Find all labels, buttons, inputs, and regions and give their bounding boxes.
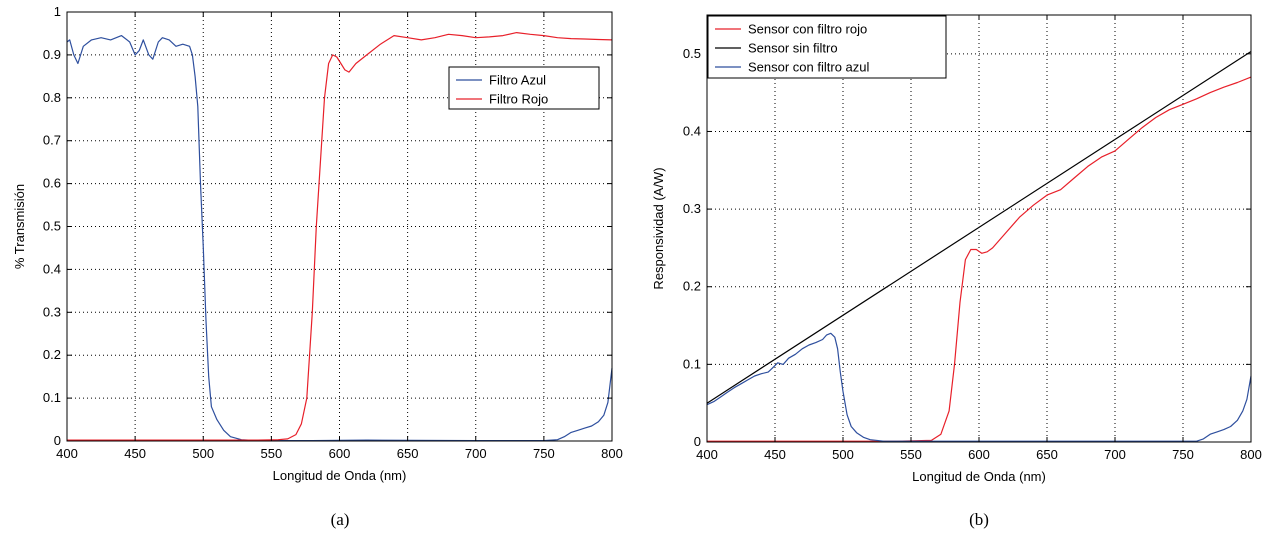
chart-panel-b: 400 450 500 550 600 650 700 750 800 0 0.1 0.2 0.3 0.4… — [651, 14, 1262, 529]
y-axis-label: Responsividad (A/W) — [651, 167, 666, 289]
x-axis-label: Longitud de Onda (nm) — [912, 469, 1046, 484]
legend: Sensor con filtro rojo Sensor sin filtro S… — [707, 15, 947, 79]
y-tick-label: 0.8 — [43, 90, 61, 105]
x-tick-label: 400 — [696, 447, 718, 462]
x-tick-label: 600 — [329, 446, 351, 461]
legend-label: Sensor con filtro azul — [748, 60, 870, 75]
x-tick-label: 500 — [192, 446, 214, 461]
panel-caption: (b) — [969, 510, 989, 529]
y-tick-label: 0.3 — [683, 201, 701, 216]
panel-caption: (a) — [331, 510, 350, 529]
legend-label: Filtro Azul — [489, 73, 546, 88]
x-tick-label: 550 — [900, 447, 922, 462]
y-tick-label: 0.1 — [43, 390, 61, 405]
x-axis-label: Longitud de Onda (nm) — [273, 468, 407, 483]
x-tick-label: 400 — [56, 446, 78, 461]
x-tick-label: 600 — [968, 447, 990, 462]
series-line-1 — [707, 76, 1252, 442]
x-tick-label: 800 — [1240, 447, 1262, 462]
y-axis-label: % Transmisión — [12, 184, 27, 269]
legend-label: Sensor sin filtro — [748, 41, 838, 56]
series-line-1 — [66, 35, 613, 442]
legend-label: Sensor con filtro rojo — [748, 22, 867, 37]
x-tick-label: 750 — [533, 446, 555, 461]
y-tick-label: 0 — [54, 433, 61, 448]
x-tick-label: 650 — [1036, 447, 1058, 462]
y-tick-label: 0.7 — [43, 133, 61, 148]
legend: Filtro Azul Filtro Rojo — [448, 66, 600, 110]
y-tick-label: 0.4 — [683, 123, 701, 138]
y-tick-label: 0.6 — [43, 176, 61, 191]
y-tick-label: 0.5 — [683, 46, 701, 61]
x-tick-label: 800 — [601, 446, 623, 461]
legend-box — [707, 15, 947, 79]
x-tick-label: 450 — [764, 447, 786, 462]
y-tick-label: 0.4 — [43, 261, 61, 276]
series-line-3 — [706, 332, 1252, 442]
legend-label: Filtro Rojo — [489, 92, 548, 107]
x-tick-label: 700 — [1104, 447, 1126, 462]
series-line-2 — [67, 32, 613, 441]
y-tick-label: 0.2 — [43, 347, 61, 362]
y-tick-label: 0 — [694, 434, 701, 449]
legend-box — [448, 66, 600, 110]
x-tick-label: 450 — [124, 446, 146, 461]
y-tick-label: 0.5 — [43, 219, 61, 234]
x-tick-label: 750 — [1172, 447, 1194, 462]
y-tick-label: 0.9 — [43, 47, 61, 62]
y-tick-label: 0.3 — [43, 304, 61, 319]
y-tick-label: 0.2 — [683, 279, 701, 294]
y-tick-label: 0.1 — [683, 356, 701, 371]
chart-panel-a: 400 450 500 550 600 650 700 750 800 0 0.1 0.2 0.3 0.4… — [12, 4, 623, 529]
x-tick-label: 700 — [465, 446, 487, 461]
x-tick-label: 550 — [261, 446, 283, 461]
x-tick-label: 500 — [832, 447, 854, 462]
x-tick-label: 650 — [397, 446, 419, 461]
series-line-2 — [706, 50, 1252, 404]
y-tick-label: 1 — [54, 4, 61, 19]
